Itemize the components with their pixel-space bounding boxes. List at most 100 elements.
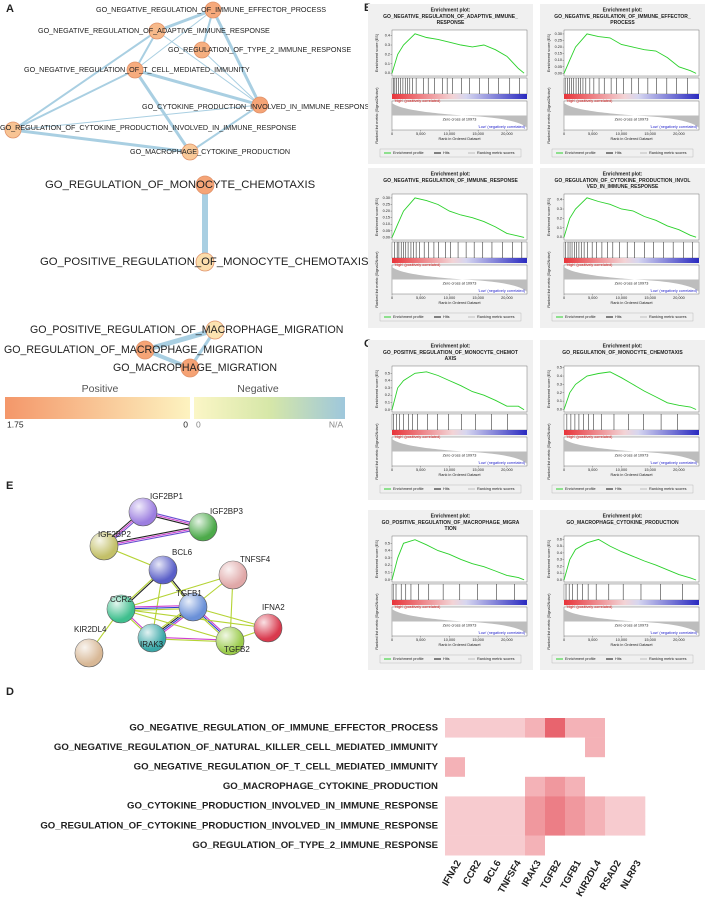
node-label: GO_REGULATION_OF_TYPE_2_IMMUNE_RESPONSE — [168, 45, 351, 54]
row-label: GO_NEGATIVE_REGULATION_OF_T_CELL_MEDIATE… — [134, 762, 439, 773]
x-tick-label: 20,000 — [673, 132, 685, 136]
axis-label: Rank in Ordered Dataset — [439, 473, 482, 477]
zero-cross: Zero cross at 10973 — [615, 454, 649, 458]
plot-heading: Enrichment plot: — [603, 513, 643, 519]
axis-label: Rank in Ordered Dataset — [611, 137, 654, 141]
axis-label: Rank in Ordered Dataset — [439, 301, 482, 305]
high-label: 'High' (positively correlated) — [394, 263, 441, 267]
heatmap-cell — [465, 737, 486, 758]
y-tick-label: 0.05 — [383, 229, 390, 233]
high-label: 'High' (positively correlated) — [394, 435, 441, 439]
plot-title: GO_NEGATIVE_REGULATION_OF_IMMUNE_RESPONS… — [383, 178, 518, 184]
x-tick-label: 10,000 — [616, 468, 628, 472]
enrichment-curve — [391, 539, 525, 581]
enrichment-curve — [563, 33, 697, 74]
network-node — [195, 175, 215, 195]
heatmap-cell — [565, 816, 586, 836]
heatmap-cell — [545, 718, 566, 738]
protein-label: KIR2DL4 — [74, 625, 107, 634]
y-tick-label: 0.6 — [557, 537, 562, 541]
plot-title: GO_POSITIVE_REGULATION_OF_MONOCYTE_CHEMO… — [383, 350, 518, 356]
axis-label: Enrichment score (ES) — [375, 197, 379, 236]
metric-area — [392, 439, 527, 464]
enrichment-curve — [391, 33, 525, 74]
column-label: IFNA2 — [440, 858, 463, 888]
network-node — [135, 340, 155, 360]
y-tick-label: 0.2 — [557, 391, 562, 395]
high-label: 'High' (positively correlated) — [394, 605, 441, 609]
y-tick-label: 0.5 — [385, 371, 390, 375]
heatmap-cell — [485, 835, 506, 856]
axis-label: Enrichment score (ES) — [375, 33, 379, 72]
axis-label: Ranked list metric (Signal2Noise) — [375, 423, 379, 480]
x-tick-label: 0 — [391, 132, 393, 136]
y-tick-label: 0.4 — [385, 34, 390, 38]
hits-frame — [391, 77, 528, 95]
axis-label: Enrichment score (ES) — [547, 539, 551, 578]
legend-label: Hits — [615, 151, 622, 155]
y-tick-label: 0.3 — [385, 556, 390, 560]
y-tick-label: 0.4 — [557, 198, 562, 202]
network-edge — [133, 68, 262, 107]
zero-cross: Zero cross at 10973 — [443, 282, 477, 286]
heatmap-cell — [605, 816, 626, 836]
axis-label: Ranked list metric (Signal2Noise) — [375, 251, 379, 308]
node-shine — [189, 513, 217, 541]
rank-bar — [392, 258, 527, 263]
heatmap-cell — [445, 816, 466, 836]
legend-label: Hits — [443, 487, 450, 491]
legend-label: Ranking metric scores — [477, 657, 515, 661]
plot-title: VED_IN_IMMUNE_RESPONSE — [587, 184, 659, 190]
legend-label: Hits — [443, 315, 450, 319]
heatmap-cell — [585, 757, 606, 778]
legend-frame — [379, 484, 522, 494]
zero-cross: Zero cross at 10973 — [443, 118, 477, 122]
row-label: GO_MACROPHAGE_CYTOKINE_PRODUCTION — [223, 781, 438, 792]
row-label: GO_CYTOKINE_PRODUCTION_INVOLVED_IN_IMMUN… — [127, 801, 439, 812]
low-label: 'Low' (negatively correlated) — [650, 289, 698, 293]
heatmap-cell — [585, 816, 606, 836]
y-tick-label: 0.0 — [385, 408, 390, 412]
heatmap-cell — [525, 718, 546, 738]
heatmap: GO_NEGATIVE_REGULATION_OF_IMMUNE_EFFECTO… — [40, 718, 646, 899]
y-tick-label: 0.1 — [557, 399, 562, 403]
plot-title: GO_REGULATION_OF_CYTOKINE_PRODUCTION_INV… — [555, 178, 691, 184]
node-label: GO_NEGATIVE_REGULATION_OF_ADAPTIVE_IMMUN… — [38, 26, 270, 35]
x-tick-label: 0 — [563, 638, 565, 642]
heatmap-cell — [445, 757, 466, 778]
heatmap-cell — [625, 816, 646, 836]
axis-label: Rank in Ordered Dataset — [611, 473, 654, 477]
y-tick-label: 0.2 — [385, 393, 390, 397]
heatmap-cell — [445, 835, 466, 856]
heatmap-cell — [585, 796, 606, 817]
network-edge — [120, 608, 231, 642]
legend-label: Enrichment profile — [393, 657, 424, 661]
y-tick-label: 0.4 — [557, 374, 562, 378]
high-label: 'High' (positively correlated) — [566, 263, 613, 267]
heatmap-cell — [625, 757, 646, 778]
y-tick-label: 0.2 — [557, 564, 562, 568]
y-tick-label: 0.20 — [383, 209, 390, 213]
heatmap-cell — [545, 737, 566, 758]
heatmap-cell — [625, 796, 646, 817]
enrichment-curve — [391, 197, 525, 238]
heatmap-cell — [565, 835, 586, 856]
legend-label: Enrichment profile — [565, 315, 596, 319]
y-tick-label: 0.20 — [555, 45, 562, 49]
protein-label: IGF2BP3 — [210, 507, 243, 516]
plot-title: GO_REGULATION_OF_MONOCYTE_CHEMOTAXIS — [562, 350, 683, 356]
y-tick-label: 0.5 — [385, 541, 390, 545]
heatmap-cell — [605, 737, 626, 758]
network-edge — [12, 104, 261, 131]
heatmap-cell — [465, 718, 486, 738]
y-tick-label: 0.3 — [557, 558, 562, 562]
rank-bar — [392, 430, 527, 435]
legend-label: Ranking metric scores — [649, 657, 687, 661]
heatmap-cell — [625, 737, 646, 758]
node-label: GO_POSITIVE_REGULATION_OF_MACROPHAGE_MIG… — [30, 324, 343, 336]
node-shine — [216, 627, 244, 655]
y-tick-label: 0.4 — [385, 549, 390, 553]
legend-label: Ranking metric scores — [649, 487, 687, 491]
zero-cross: Zero cross at 10973 — [615, 624, 649, 628]
rank-bar — [392, 94, 527, 99]
